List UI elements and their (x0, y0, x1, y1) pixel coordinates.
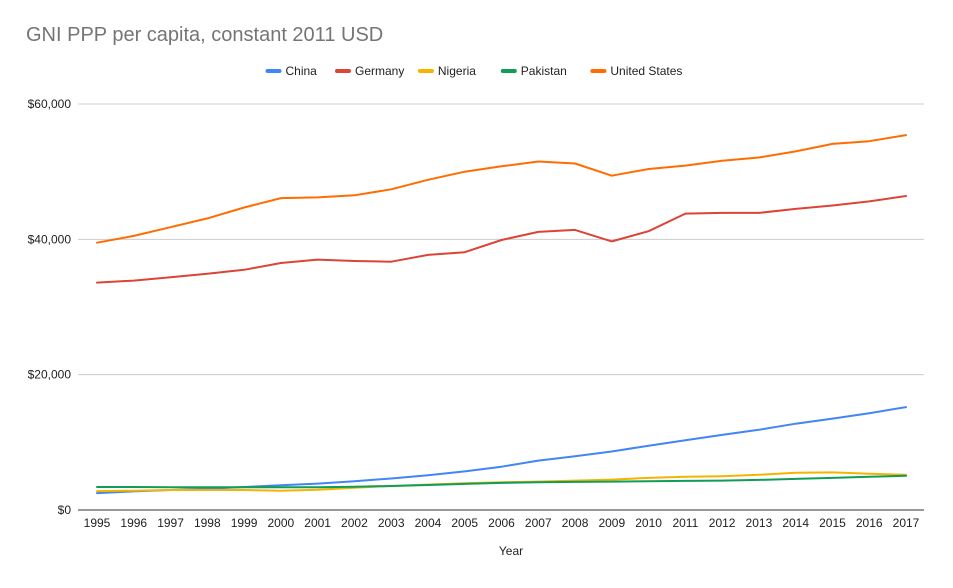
x-tick-label: 1998 (194, 516, 221, 530)
series-line-united-states (96, 134, 907, 244)
x-tick-label: 1997 (157, 516, 184, 530)
x-tick-label: 1996 (120, 516, 147, 530)
x-tick-label: 2012 (709, 516, 736, 530)
x-tick-label: 2010 (635, 516, 662, 530)
y-tick-label: $60,000 (28, 97, 72, 111)
x-tick-label: 2016 (856, 516, 883, 530)
x-tick-label: 2001 (304, 516, 331, 530)
x-tick-label: 2002 (341, 516, 368, 530)
x-tick-label: 2003 (378, 516, 405, 530)
x-tick-label: 2013 (746, 516, 773, 530)
x-tick-label: 2008 (562, 516, 589, 530)
x-tick-label: 2004 (415, 516, 442, 530)
x-axis-title: Year (499, 544, 523, 558)
x-tick-label: 1999 (231, 516, 258, 530)
x-tick-label: 2009 (598, 516, 625, 530)
legend-label: Germany (355, 64, 404, 78)
x-tick-label: 2014 (782, 516, 809, 530)
x-tick-label: 2015 (819, 516, 846, 530)
chart-title: GNI PPP per capita, constant 2011 USD (26, 24, 384, 46)
series-line-pakistan (96, 474, 907, 489)
x-tick-label: 2000 (268, 516, 295, 530)
x-tick-label: 2006 (488, 516, 515, 530)
y-tick-label: $0 (58, 503, 72, 517)
x-tick-label: 2017 (893, 516, 920, 530)
y-tick-label: $20,000 (28, 368, 72, 382)
legend-label: United States (610, 64, 682, 78)
x-tick-label: 2005 (451, 516, 478, 530)
series-line-germany (96, 195, 907, 284)
legend-label: China (286, 64, 318, 78)
x-tick-label: 2007 (525, 516, 552, 530)
x-tick-label: 1995 (84, 516, 111, 530)
y-tick-label: $40,000 (28, 232, 72, 246)
x-tick-label: 2011 (672, 516, 698, 530)
legend-label: Pakistan (521, 64, 567, 78)
legend-label: Nigeria (438, 64, 476, 78)
